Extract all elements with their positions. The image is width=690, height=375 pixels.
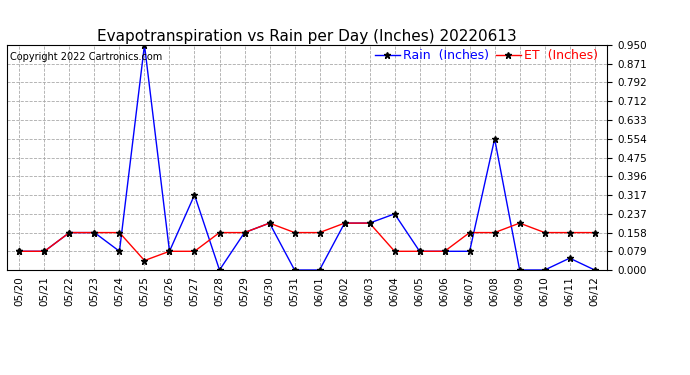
ET  (Inches) — [140, 258, 148, 263]
Rain  (Inches) — [391, 211, 399, 216]
ET  (Inches) — [266, 221, 274, 225]
Rain  (Inches) — [415, 249, 424, 254]
Rain  (Inches) — [166, 249, 174, 254]
ET  (Inches) — [515, 221, 524, 225]
ET  (Inches) — [240, 230, 248, 235]
Rain  (Inches) — [466, 249, 474, 254]
Line: ET  (Inches): ET (Inches) — [16, 220, 598, 264]
ET  (Inches) — [215, 230, 224, 235]
ET  (Inches) — [190, 249, 199, 254]
ET  (Inches) — [540, 230, 549, 235]
ET  (Inches) — [15, 249, 23, 254]
Rain  (Inches) — [190, 193, 199, 197]
ET  (Inches) — [115, 230, 124, 235]
Rain  (Inches) — [215, 268, 224, 272]
ET  (Inches) — [40, 249, 48, 254]
Title: Evapotranspiration vs Rain per Day (Inches) 20220613: Evapotranspiration vs Rain per Day (Inch… — [97, 29, 517, 44]
ET  (Inches) — [90, 230, 99, 235]
ET  (Inches) — [166, 249, 174, 254]
ET  (Inches) — [66, 230, 74, 235]
Rain  (Inches) — [240, 230, 248, 235]
Rain  (Inches) — [266, 221, 274, 225]
ET  (Inches) — [415, 249, 424, 254]
ET  (Inches) — [340, 221, 348, 225]
ET  (Inches) — [366, 221, 374, 225]
Line: Rain  (Inches): Rain (Inches) — [16, 42, 598, 273]
Rain  (Inches) — [366, 221, 374, 225]
Rain  (Inches) — [15, 249, 23, 254]
Rain  (Inches) — [290, 268, 299, 272]
ET  (Inches) — [491, 230, 499, 235]
ET  (Inches) — [466, 230, 474, 235]
Rain  (Inches) — [591, 268, 599, 272]
ET  (Inches) — [440, 249, 449, 254]
Rain  (Inches) — [66, 230, 74, 235]
Rain  (Inches) — [40, 249, 48, 254]
Rain  (Inches) — [140, 43, 148, 47]
Rain  (Inches) — [540, 268, 549, 272]
ET  (Inches) — [591, 230, 599, 235]
Rain  (Inches) — [491, 136, 499, 141]
Rain  (Inches) — [440, 249, 449, 254]
Rain  (Inches) — [515, 268, 524, 272]
ET  (Inches) — [290, 230, 299, 235]
Text: Copyright 2022 Cartronics.com: Copyright 2022 Cartronics.com — [10, 52, 162, 62]
Rain  (Inches) — [340, 221, 348, 225]
ET  (Inches) — [566, 230, 574, 235]
ET  (Inches) — [391, 249, 399, 254]
Rain  (Inches) — [566, 256, 574, 260]
Rain  (Inches) — [115, 249, 124, 254]
Rain  (Inches) — [315, 268, 324, 272]
ET  (Inches) — [315, 230, 324, 235]
Rain  (Inches) — [90, 230, 99, 235]
Legend: Rain  (Inches), ET  (Inches): Rain (Inches), ET (Inches) — [372, 47, 601, 65]
